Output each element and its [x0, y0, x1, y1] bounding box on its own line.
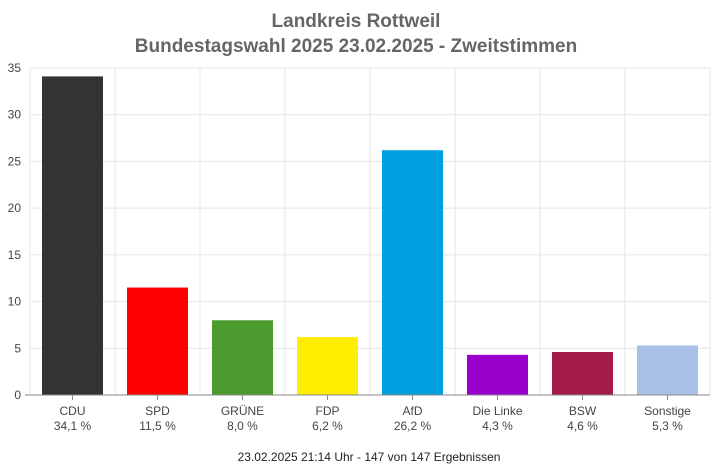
value-label: 34,1 %	[54, 419, 92, 433]
category-label: AfD	[402, 404, 422, 418]
value-label: 5,3 %	[652, 419, 683, 433]
bar-cdu[interactable]	[42, 76, 103, 395]
value-label: 6,2 %	[312, 419, 343, 433]
y-tick-label: 20	[8, 201, 22, 215]
category-label: CDU	[60, 404, 86, 418]
bars	[42, 76, 698, 395]
category-label: Sonstige	[644, 404, 691, 418]
value-label: 8,0 %	[227, 419, 258, 433]
category-label: BSW	[569, 404, 597, 418]
value-label: 4,3 %	[482, 419, 513, 433]
category-label: FDP	[316, 404, 340, 418]
bar-sonstige[interactable]	[637, 345, 698, 395]
chart-title: Landkreis Rottweil	[272, 11, 441, 32]
y-tick-label: 25	[8, 154, 22, 168]
bar-spd[interactable]	[127, 287, 188, 395]
results-footer: 23.02.2025 21:14 Uhr - 147 von 147 Ergeb…	[238, 450, 501, 464]
y-tick-label: 10	[8, 295, 22, 309]
y-tick-label: 5	[14, 341, 21, 355]
bar-gr-ne[interactable]	[212, 320, 273, 395]
y-tick-label: 15	[8, 248, 22, 262]
value-label: 4,6 %	[567, 419, 598, 433]
category-label: SPD	[145, 404, 170, 418]
category-label: Die Linke	[472, 404, 522, 418]
y-tick-label: 35	[8, 61, 22, 75]
y-axis: 0 5 10 15 20 25 30 35	[8, 61, 22, 402]
value-label: 11,5 %	[139, 419, 176, 433]
chart-subtitle: Bundestagswahl 2025 23.02.2025 - Zweitst…	[135, 36, 577, 57]
value-label: 26,2 %	[394, 419, 432, 433]
bar-die-linke[interactable]	[467, 354, 528, 395]
category-label: GRÜNE	[221, 404, 264, 418]
bar-afd[interactable]	[382, 150, 443, 395]
y-tick-label: 30	[8, 108, 22, 122]
bar-bsw[interactable]	[552, 352, 613, 395]
y-tick-label: 0	[14, 388, 21, 402]
bar-fdp[interactable]	[297, 337, 358, 395]
